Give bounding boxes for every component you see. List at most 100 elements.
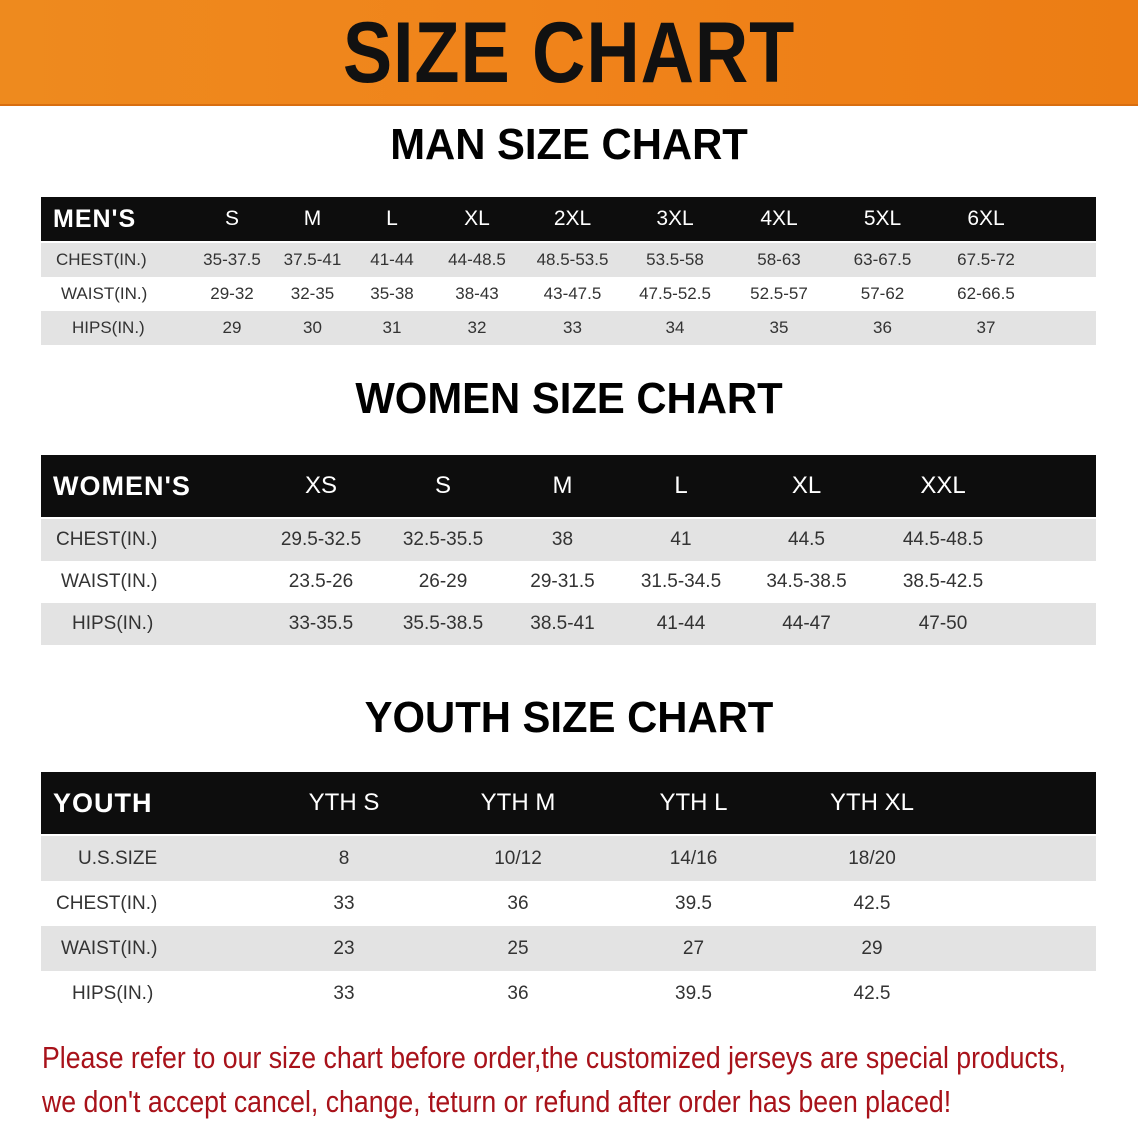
- table-row: HIPS(IN.) 33 36 39.5 42.5: [41, 971, 1096, 1016]
- men-size-table: MEN'S S M L XL 2XL 3XL 4XL 5XL 6XL CHEST(IN.) 35-37…: [41, 197, 1096, 345]
- size-value-cell: 33: [333, 982, 355, 1004]
- size-value-cell: 36: [873, 318, 892, 337]
- measurement-label: WAIST(IN.): [61, 571, 158, 592]
- women-size-table: WOMEN'S XS S M L XL XXL CHEST(IN.) 29.5-32.5 32.5…: [41, 455, 1096, 645]
- order-notice: Please refer to our size chart before or…: [42, 1036, 1066, 1124]
- size-value-cell: 38.5-41: [530, 613, 595, 634]
- women-header-row: WOMEN'S XS S M L XL XXL: [41, 455, 1096, 517]
- measurement-label: CHEST(IN.): [56, 250, 147, 269]
- measurement-label: HIPS(IN.): [72, 318, 145, 337]
- measurement-label: WAIST(IN.): [61, 937, 158, 959]
- measurement-label: HIPS(IN.): [72, 982, 154, 1004]
- youth-header-row: YOUTH YTH S YTH M YTH L YTH XL: [41, 772, 1096, 834]
- size-column-header: 3XL: [656, 207, 694, 230]
- size-column-header: YTH S: [308, 789, 380, 816]
- size-value-cell: 34: [665, 318, 685, 337]
- size-value-cell: 25: [507, 937, 529, 959]
- size-value-cell: 38-43: [455, 284, 499, 303]
- size-value-cell: 27: [682, 937, 705, 959]
- size-value-cell: 32.5-35.5: [402, 529, 484, 550]
- measurement-label: CHEST(IN.): [56, 529, 158, 550]
- size-column-header: XXL: [920, 472, 966, 499]
- size-value-cell: 41-44: [656, 613, 706, 634]
- size-value-cell: 14/16: [669, 847, 718, 869]
- size-value-cell: 63-67.5: [853, 250, 912, 269]
- size-value-cell: 38: [551, 529, 574, 550]
- size-column-header: 6XL: [967, 207, 1005, 230]
- size-value-cell: 32: [467, 318, 487, 337]
- size-value-cell: 29.5-32.5: [280, 529, 362, 550]
- men-section-title: MAN SIZE CHART: [390, 120, 748, 169]
- banner-title: SIZE CHART: [342, 5, 796, 101]
- size-value-cell: 41-44: [370, 250, 414, 269]
- size-value-cell: 62-66.5: [957, 284, 1015, 303]
- size-value-cell: 34.5-38.5: [766, 571, 847, 592]
- size-value-cell: 35: [769, 318, 789, 337]
- size-value-cell: 38.5-42.5: [902, 571, 984, 592]
- size-column-header: YTH XL: [829, 789, 915, 816]
- size-value-cell: 37.5-41: [283, 250, 342, 269]
- size-value-cell: 42.5: [853, 892, 891, 914]
- size-column-header: 4XL: [760, 207, 798, 230]
- size-value-cell: 35.5-38.5: [402, 613, 484, 634]
- measurement-label: U.S.SIZE: [78, 847, 158, 869]
- size-value-cell: 10/12: [494, 847, 542, 869]
- size-value-cell: 33: [333, 892, 355, 914]
- men-header-row: MEN'S S M L XL 2XL 3XL 4XL 5XL 6XL: [41, 197, 1096, 241]
- size-value-cell: 43-47.5: [543, 284, 602, 303]
- size-value-cell: 39.5: [675, 892, 712, 914]
- size-column-header: M: [552, 472, 573, 499]
- size-column-header: 2XL: [553, 207, 592, 230]
- size-column-header: L: [386, 207, 398, 230]
- row-divider: [41, 517, 1096, 519]
- size-value-cell: 37: [976, 318, 996, 337]
- size-value-cell: 33-35.5: [288, 613, 354, 634]
- table-row: CHEST(IN.) 35-37.5 37.5-41 41-44 44-48.5 48.5…: [41, 243, 1096, 277]
- size-value-cell: 29-31.5: [530, 571, 595, 592]
- size-chart-banner: SIZE CHART: [0, 0, 1138, 106]
- size-value-cell: 29: [861, 937, 883, 959]
- size-value-cell: 36: [507, 892, 529, 914]
- table-row: WAIST(IN.) 23.5-26 26-29 29-31.5 31.5-34.5 34…: [41, 561, 1096, 603]
- size-value-cell: 39.5: [675, 982, 712, 1004]
- size-value-cell: 58-63: [757, 250, 801, 269]
- size-value-cell: 52.5-57: [750, 284, 808, 303]
- size-value-cell: 42.5: [853, 982, 891, 1004]
- row-divider: [41, 834, 1096, 836]
- size-value-cell: 29: [222, 318, 242, 337]
- women-section-title: WOMEN SIZE CHART: [355, 374, 783, 423]
- size-value-cell: 57-62: [860, 284, 905, 303]
- size-value-cell: 29-32: [210, 284, 254, 303]
- table-row: WAIST(IN.) 23 25 27 29: [41, 926, 1096, 971]
- size-value-cell: 67.5-72: [957, 250, 1015, 269]
- size-value-cell: 23: [333, 937, 355, 959]
- size-column-header: M: [303, 207, 322, 230]
- size-value-cell: 31: [382, 318, 402, 337]
- size-column-header: YTH L: [659, 789, 728, 816]
- row-divider: [41, 241, 1096, 243]
- size-column-header: XL: [464, 207, 490, 230]
- size-value-cell: 35-37.5: [203, 250, 261, 269]
- size-value-cell: 32-35: [290, 284, 335, 303]
- size-column-header: 5XL: [863, 207, 902, 230]
- size-value-cell: 23.5-26: [288, 571, 354, 592]
- size-value-cell: 35-38: [370, 284, 414, 303]
- table-row: HIPS(IN.) 29 30 31 32 33 34 35 36 37: [41, 311, 1096, 345]
- size-value-cell: 26-29: [418, 571, 468, 592]
- size-value-cell: 41: [670, 529, 692, 550]
- size-value-cell: 44.5-48.5: [902, 529, 984, 550]
- youth-section-title: YOUTH SIZE CHART: [364, 693, 774, 742]
- notice-line-1: Please refer to our size chart before or…: [42, 1040, 1066, 1075]
- youth-header-label: YOUTH: [53, 787, 153, 818]
- size-value-cell: 31.5-34.5: [640, 571, 722, 592]
- size-column-header: XS: [304, 472, 337, 499]
- size-value-cell: 30: [303, 318, 322, 337]
- measurement-label: WAIST(IN.): [61, 284, 148, 303]
- size-column-header: XL: [791, 472, 822, 499]
- size-column-header: L: [674, 472, 688, 499]
- size-value-cell: 33: [563, 318, 582, 337]
- size-value-cell: 36: [507, 982, 529, 1004]
- size-value-cell: 44.5: [788, 529, 825, 550]
- size-value-cell: 44-47: [782, 613, 831, 634]
- size-value-cell: 47-50: [918, 613, 968, 634]
